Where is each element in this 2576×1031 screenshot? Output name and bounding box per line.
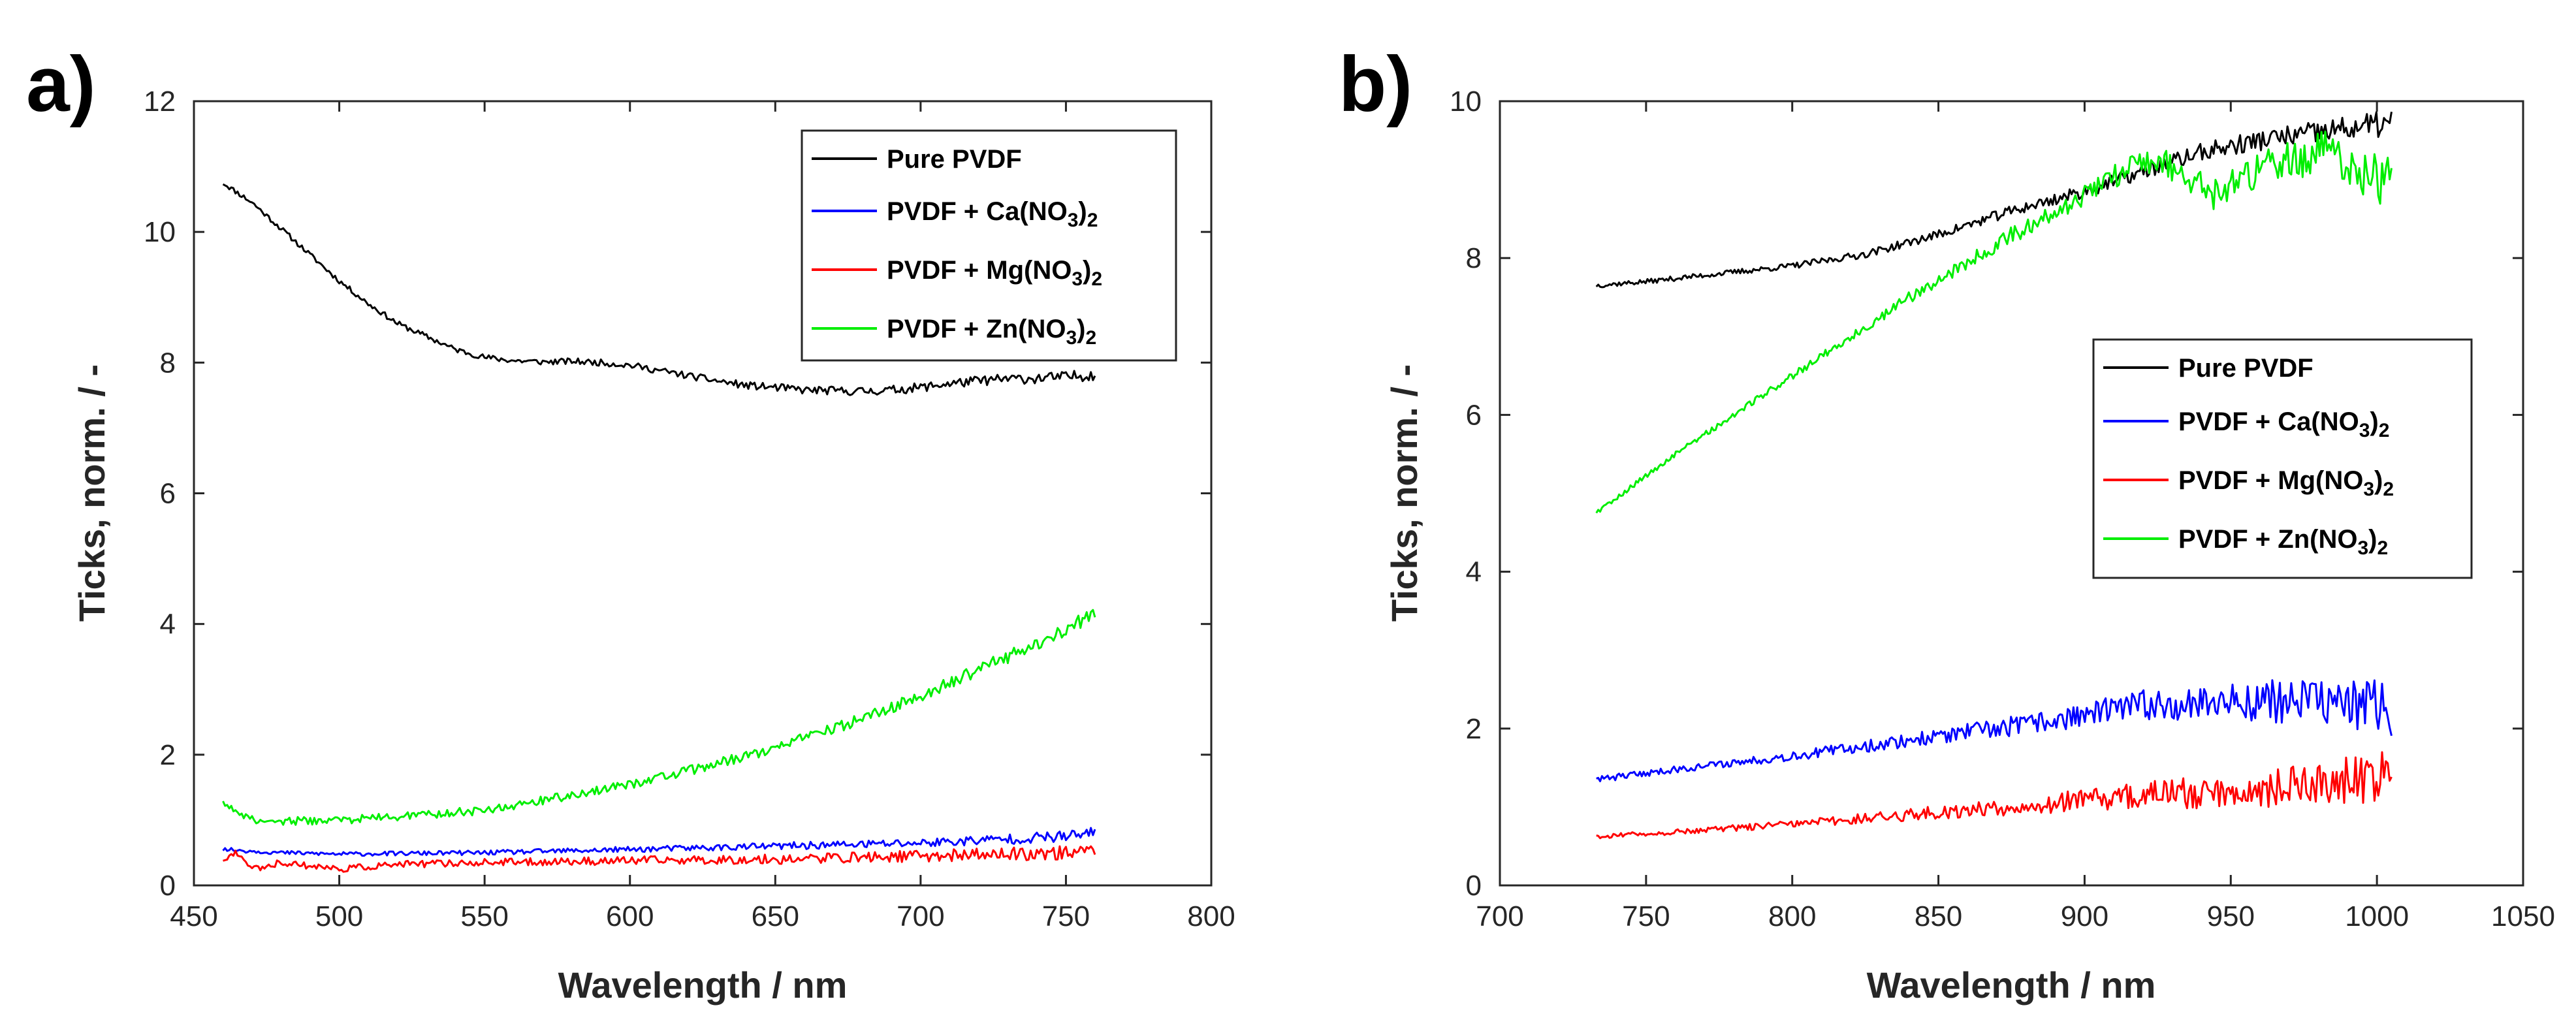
- legend-label-pure-pvdf-b: Pure PVDF: [2178, 354, 2314, 383]
- x-tick-label-b: 1050: [2491, 900, 2555, 932]
- x-tick-label-b: 850: [1915, 900, 1962, 932]
- series-line-pure-pvdf-b: [1595, 111, 2393, 289]
- series-line-pvdf-zn-no3-2-b: [1595, 131, 2393, 514]
- legend-box-a: [801, 129, 1177, 362]
- legend-a: Pure PVDF PVDF + Ca(NO3)2 PVDF + Mg(NO3)…: [801, 129, 1177, 362]
- panel-a: a) 450 500 550 600 650 700 750 800 0 2 4 6 8 10 12 Wav…: [26, 40, 1235, 1006]
- x-tick-label-a: 800: [1187, 900, 1235, 932]
- y-tick-label-b: 6: [1466, 399, 1482, 431]
- panel-b: b) 700 750 800 850 900 950 1000 1050 0 2 4 6 8 10 Wav…: [1339, 40, 2555, 1006]
- legend-label-zn-a: PVDF + Zn(NO3)2: [887, 315, 1096, 349]
- x-tick-label-b: 900: [2061, 900, 2108, 932]
- series-line-pvdf-ca-no3-2-b: [1596, 679, 2393, 782]
- y-tick-label-a: 6: [160, 478, 176, 510]
- legend-label-ca-b: PVDF + Ca(NO3)2: [2178, 407, 2389, 441]
- series-line-pvdf-mg-no3-2-a: [223, 845, 1096, 873]
- panel-label-b: b): [1339, 40, 1412, 128]
- y-tick-label-a: 2: [160, 739, 176, 771]
- y-tick-label-a: 10: [144, 216, 176, 248]
- x-axis-label-b: Wavelength / nm: [1867, 964, 2156, 1006]
- x-tick-label-b: 800: [1768, 900, 1816, 932]
- legend-label-ca-a: PVDF + Ca(NO3)2: [887, 197, 1098, 231]
- y-tick-label-a: 0: [160, 870, 176, 902]
- y-tick-label-b: 2: [1466, 713, 1482, 745]
- x-axis-label-a: Wavelength / nm: [558, 964, 848, 1006]
- x-tick-label-b: 950: [2207, 900, 2255, 932]
- legend-label-mg-b: PVDF + Mg(NO3)2: [2178, 466, 2394, 500]
- x-tick-label-a: 700: [897, 900, 944, 932]
- x-tick-label-b: 1000: [2345, 900, 2409, 932]
- x-tick-label-a: 450: [170, 900, 217, 932]
- x-tick-label-a: 650: [752, 900, 799, 932]
- y-tick-label-b: 4: [1466, 556, 1482, 588]
- y-tick-label-a: 4: [160, 609, 176, 641]
- legend-label-mg-a: PVDF + Mg(NO3)2: [887, 256, 1102, 290]
- legend-label-pure-pvdf-a: Pure PVDF: [887, 145, 1022, 174]
- y-tick-label-b: 0: [1466, 870, 1482, 902]
- series-line-pure-pvdf-a: [222, 183, 1096, 396]
- y-tick-label-a: 12: [144, 86, 176, 118]
- x-tick-label-b: 700: [1476, 900, 1523, 932]
- series-line-pvdf-ca-no3-2-a: [222, 827, 1096, 857]
- x-tick-label-a: 500: [315, 900, 363, 932]
- x-tick-label-a: 550: [460, 900, 508, 932]
- y-tick-label-b: 8: [1466, 242, 1482, 274]
- series-line-pvdf-zn-no3-2-a: [222, 609, 1096, 826]
- series-line-pvdf-mg-no3-2-b: [1596, 751, 2393, 840]
- x-tick-label-a: 600: [606, 900, 654, 932]
- y-tick-label-a: 8: [160, 347, 176, 379]
- x-tick-label-b: 750: [1622, 900, 1670, 932]
- x-tick-label-a: 750: [1042, 900, 1090, 932]
- legend-label-zn-b: PVDF + Zn(NO3)2: [2178, 525, 2388, 559]
- legend-b: Pure PVDF PVDF + Ca(NO3)2 PVDF + Mg(NO3)…: [2092, 338, 2473, 579]
- y-tick-label-b: 10: [1450, 86, 1482, 118]
- y-axis-label-a: Ticks, norm. / -: [71, 364, 112, 622]
- y-axis-label-b: Ticks, norm. / -: [1384, 364, 1425, 622]
- panel-label-a: a): [26, 40, 96, 128]
